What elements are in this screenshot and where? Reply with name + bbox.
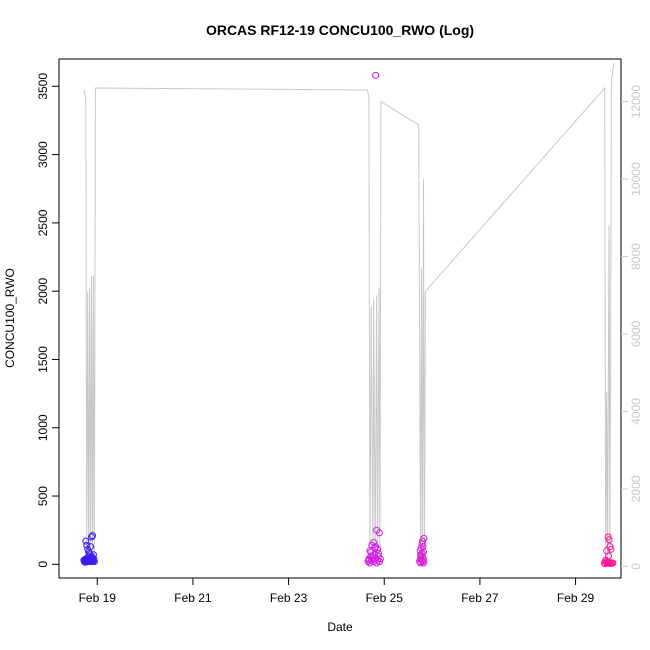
altitude-line-layer <box>83 62 615 565</box>
data-point-s0-29 <box>88 533 96 541</box>
x-tick-label-1: Feb 21 <box>174 591 212 605</box>
data-point-s1-20 <box>371 544 379 552</box>
x-tick-label-5: Feb 29 <box>557 591 595 605</box>
x-tick-label-4: Feb 27 <box>461 591 499 605</box>
data-point-s2-17 <box>419 548 427 556</box>
altitude-line <box>83 62 615 565</box>
x-tick-label-0: Feb 19 <box>79 591 117 605</box>
data-point-s1-24 <box>369 554 377 562</box>
y2-tick-label-0: 0 <box>629 563 643 570</box>
data-point-s0-28 <box>87 543 95 551</box>
y2-tick-label-4: 8000 <box>629 243 643 270</box>
x-tick-label-3: Feb 25 <box>366 591 404 605</box>
data-point-s0-25 <box>83 541 91 549</box>
data-point-s0-32 <box>88 552 96 560</box>
data-point-s2-8 <box>419 559 427 567</box>
y-tick-label-6: 3000 <box>36 141 50 168</box>
data-point-s0-30 <box>88 532 96 540</box>
y2-tick-label-6: 12000 <box>629 85 643 119</box>
y-tick-label-2: 1000 <box>36 414 50 441</box>
data-point-s2-13 <box>419 543 427 551</box>
x-axis-title: Date <box>327 620 353 634</box>
axes-layer: 0 500 1000 1500 2000 2500 3000 3500 0 2000 4000 600… <box>36 73 643 605</box>
y-tick-label-7: 3500 <box>36 73 50 100</box>
data-point-s2-9 <box>420 556 428 564</box>
data-point-s3-12 <box>605 536 613 544</box>
data-point-s3-9 <box>609 559 617 567</box>
y-tick-label-5: 2500 <box>36 209 50 236</box>
y2-tick-label-5: 10000 <box>629 162 643 196</box>
data-point-s2-16 <box>419 537 427 545</box>
data-point-s3-14 <box>607 545 615 553</box>
data-point-s1-21 <box>375 549 383 557</box>
chart-title: ORCAS RF12-19 CONCU100_RWO (Log) <box>206 22 474 38</box>
points-layer <box>80 71 617 568</box>
data-point-s2-6 <box>419 558 427 566</box>
y-tick-label-4: 2000 <box>36 278 50 305</box>
data-point-s0-24 <box>82 537 90 545</box>
y-axis-title: CONCU100_RWO <box>3 268 17 368</box>
y2-tick-label-2: 4000 <box>629 398 643 425</box>
data-point-s0-33 <box>89 551 97 559</box>
y2-tick-label-1: 2000 <box>629 475 643 502</box>
y-tick-label-1: 500 <box>36 486 50 506</box>
x-tick-label-2: Feb 23 <box>270 591 308 605</box>
data-point-s1-25 <box>372 71 380 79</box>
y-tick-label-3: 1500 <box>36 346 50 373</box>
data-point-s3-16 <box>605 552 613 560</box>
plot-frame <box>58 58 622 579</box>
y2-tick-label-3: 6000 <box>629 320 643 347</box>
data-point-s1-26 <box>375 529 383 537</box>
data-point-s0-23 <box>90 558 98 566</box>
y-tick-label-0: 0 <box>36 561 50 568</box>
